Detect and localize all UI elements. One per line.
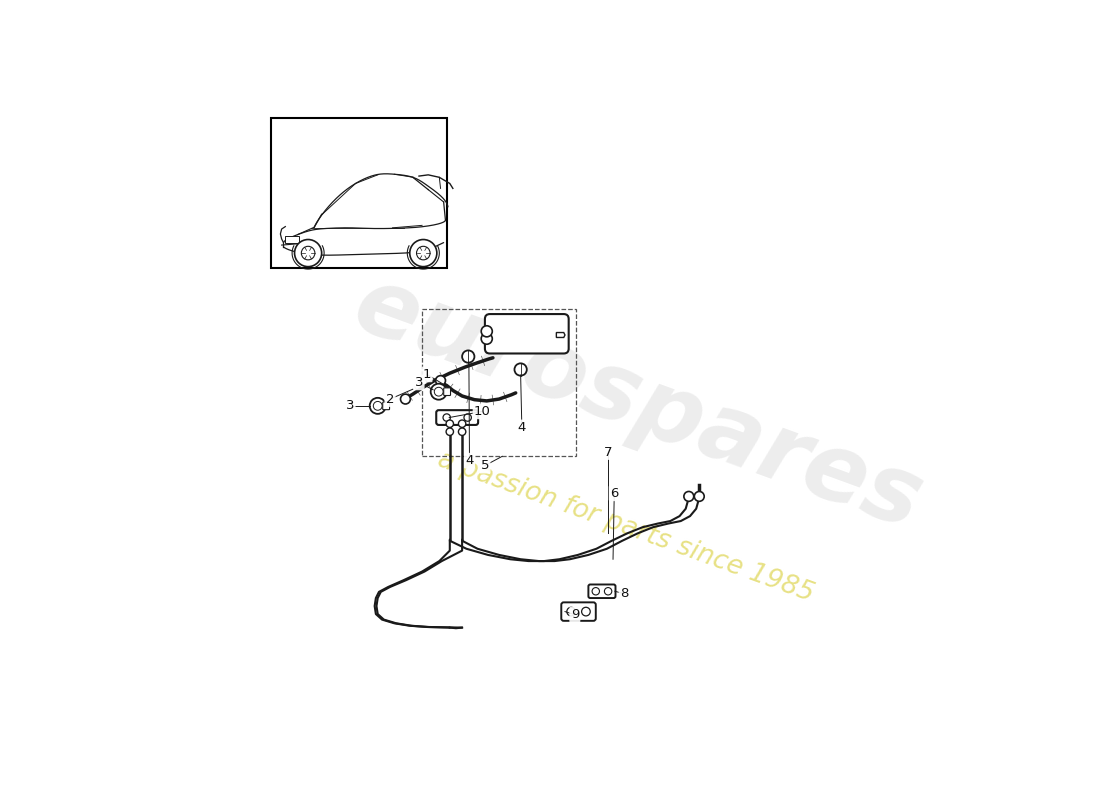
Circle shape: [604, 587, 612, 595]
Circle shape: [431, 384, 447, 400]
Bar: [422, 309, 576, 456]
Bar: [285, 236, 299, 243]
Circle shape: [434, 387, 443, 396]
Circle shape: [464, 414, 472, 422]
Circle shape: [417, 246, 430, 260]
Circle shape: [370, 398, 386, 414]
FancyBboxPatch shape: [561, 602, 596, 621]
Text: eurospares: eurospares: [341, 258, 934, 550]
Circle shape: [566, 607, 575, 616]
Circle shape: [462, 350, 474, 362]
Circle shape: [443, 414, 450, 422]
Text: 6: 6: [610, 487, 618, 500]
Text: 10: 10: [474, 405, 491, 418]
Polygon shape: [557, 333, 565, 338]
Circle shape: [447, 420, 453, 427]
Text: 4: 4: [518, 421, 526, 434]
Bar: [271, 118, 447, 269]
Text: 4: 4: [465, 454, 474, 467]
FancyBboxPatch shape: [383, 402, 389, 410]
Circle shape: [684, 491, 694, 502]
Circle shape: [515, 363, 527, 376]
Text: 8: 8: [620, 587, 628, 600]
Text: 1: 1: [422, 368, 431, 381]
FancyBboxPatch shape: [443, 388, 451, 395]
Text: 3: 3: [345, 399, 354, 412]
Circle shape: [459, 428, 465, 435]
Circle shape: [409, 239, 437, 266]
Text: 5: 5: [481, 459, 490, 472]
Circle shape: [400, 394, 410, 404]
Text: 9: 9: [571, 608, 579, 621]
Circle shape: [592, 587, 600, 595]
Circle shape: [694, 491, 704, 502]
Text: 2: 2: [386, 393, 394, 406]
Circle shape: [459, 420, 465, 427]
Text: a passion for parts since 1985: a passion for parts since 1985: [433, 447, 817, 607]
Circle shape: [582, 607, 591, 616]
FancyBboxPatch shape: [588, 585, 616, 598]
Circle shape: [295, 239, 321, 266]
Circle shape: [301, 246, 315, 260]
Text: 3: 3: [415, 376, 424, 389]
Circle shape: [447, 428, 453, 435]
Circle shape: [436, 376, 446, 386]
FancyBboxPatch shape: [485, 314, 569, 354]
Circle shape: [481, 326, 493, 337]
Text: 7: 7: [604, 446, 613, 458]
FancyBboxPatch shape: [437, 410, 478, 425]
Circle shape: [373, 402, 382, 410]
Circle shape: [481, 333, 493, 344]
